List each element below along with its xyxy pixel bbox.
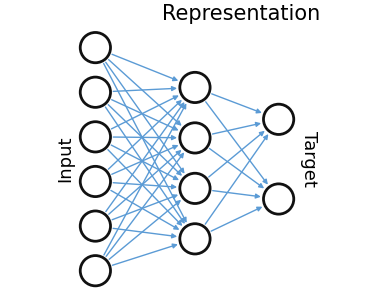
Circle shape (180, 72, 210, 103)
Circle shape (264, 104, 294, 134)
Text: Representation: Representation (162, 4, 320, 24)
Text: Input: Input (56, 136, 74, 182)
Circle shape (180, 173, 210, 204)
Circle shape (180, 123, 210, 153)
Circle shape (180, 224, 210, 254)
Circle shape (80, 33, 110, 63)
Circle shape (80, 77, 110, 107)
Circle shape (80, 211, 110, 241)
Circle shape (80, 166, 110, 197)
Circle shape (264, 184, 294, 214)
Text: Target: Target (300, 131, 318, 187)
Circle shape (80, 255, 110, 286)
Circle shape (80, 122, 110, 152)
